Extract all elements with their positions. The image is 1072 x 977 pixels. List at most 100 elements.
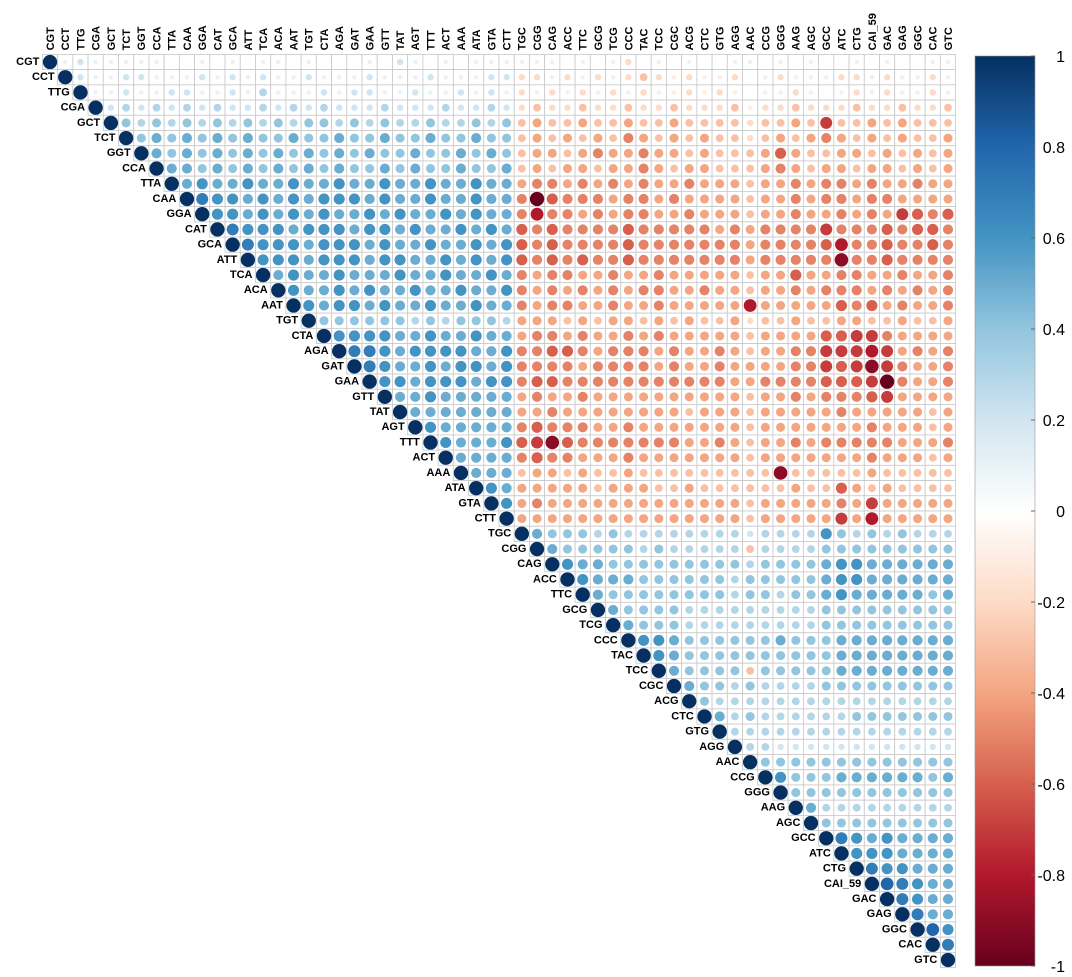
corr-circle: [321, 74, 327, 80]
corr-circle: [821, 391, 832, 402]
corr-circle: [379, 299, 391, 312]
corr-circle: [636, 648, 651, 663]
corr-circle: [486, 391, 497, 402]
corr-circle: [624, 103, 633, 112]
corr-circle: [212, 163, 223, 174]
corr-circle: [866, 833, 877, 844]
corr-circle: [867, 484, 876, 493]
corr-circle: [229, 89, 236, 96]
corr-circle: [547, 529, 557, 539]
corr-circle: [883, 134, 892, 143]
corr-circle: [653, 330, 664, 342]
corr-circle: [623, 316, 633, 326]
corr-circle: [761, 606, 770, 614]
corr-circle: [639, 422, 649, 432]
corr-circle: [913, 331, 923, 341]
corr-circle: [791, 727, 800, 736]
corr-circle: [668, 650, 680, 661]
corr-circle: [318, 239, 330, 251]
corr-circle: [821, 178, 832, 189]
corr-circle: [349, 133, 359, 143]
corr-circle: [503, 74, 510, 81]
corr-circle: [758, 770, 773, 785]
cell: [178, 54, 196, 71]
corr-circle: [228, 133, 238, 143]
corr-circle: [654, 605, 664, 615]
row-label: GAC: [852, 893, 877, 905]
corr-circle: [897, 392, 907, 402]
corr-circle: [198, 118, 207, 127]
labels: CGTCGTCCTCCTTTGTTGCGACGAGCTGCTTCTTCTGGTG…: [16, 13, 955, 966]
corr-circle: [670, 164, 678, 173]
corr-circle: [913, 377, 923, 387]
corr-circle: [671, 90, 677, 95]
corr-circle: [912, 665, 923, 676]
corr-circle: [592, 376, 603, 387]
corr-circle: [684, 209, 695, 220]
corr-circle: [898, 103, 907, 112]
corr-circle: [151, 148, 162, 159]
corr-circle: [303, 270, 314, 281]
corr-circle: [807, 712, 815, 721]
corr-circle: [942, 848, 954, 859]
corr-circle: [228, 118, 237, 127]
corr-circle: [776, 606, 785, 614]
corr-circle: [226, 223, 239, 236]
corr-circle: [318, 193, 330, 205]
corr-circle: [562, 209, 573, 220]
corr-circle: [745, 711, 755, 721]
column-label: CTC: [699, 28, 711, 51]
corr-circle: [394, 208, 406, 220]
colorbar-label: 0.8: [1043, 140, 1065, 157]
corr-circle: [852, 103, 861, 112]
corr-circle: [715, 545, 724, 553]
corr-circle: [882, 757, 892, 767]
corr-circle: [806, 285, 816, 295]
corr-circle: [485, 269, 497, 281]
corr-circle: [699, 437, 709, 448]
corr-circle: [562, 544, 573, 554]
corr-circle: [699, 133, 709, 143]
corr-circle: [288, 224, 299, 235]
corr-circle: [716, 104, 723, 111]
corr-circle: [791, 331, 801, 341]
corr-circle: [654, 361, 664, 371]
corr-circle: [913, 818, 923, 828]
corr-circle: [473, 59, 479, 65]
corr-circle: [608, 483, 618, 493]
corr-circle: [807, 118, 815, 127]
corr-circle: [531, 361, 543, 372]
corr-circle: [912, 285, 923, 296]
corr-circle: [531, 346, 543, 357]
corr-circle: [271, 283, 286, 298]
corr-circle: [471, 224, 482, 235]
colorbar-label: -1: [1051, 959, 1065, 976]
corr-circle: [545, 435, 560, 450]
corr-circle: [805, 239, 817, 250]
corr-circle: [229, 104, 236, 111]
corr-circle: [441, 133, 451, 143]
corr-circle: [108, 74, 114, 80]
corr-circle: [715, 484, 724, 493]
corr-circle: [852, 469, 861, 477]
corr-circle: [666, 678, 682, 694]
corr-circle: [561, 558, 574, 570]
row-label: CAC: [898, 939, 922, 951]
corr-circle: [836, 422, 846, 432]
corr-circle: [470, 178, 482, 190]
corr-circle: [913, 134, 922, 143]
corr-circle: [260, 59, 266, 65]
corr-circle: [942, 650, 954, 661]
corr-circle: [318, 270, 330, 281]
corr-circle: [868, 104, 876, 111]
corr-circle: [715, 407, 725, 417]
corr-circle: [517, 118, 526, 127]
corr-circle: [928, 437, 938, 448]
corr-circle: [577, 391, 588, 402]
corr-circle: [684, 376, 695, 387]
corr-circle: [349, 148, 359, 158]
corr-circle: [577, 330, 588, 342]
corr-circle: [746, 179, 755, 188]
corr-circle: [410, 376, 421, 387]
corr-circle: [654, 407, 664, 417]
